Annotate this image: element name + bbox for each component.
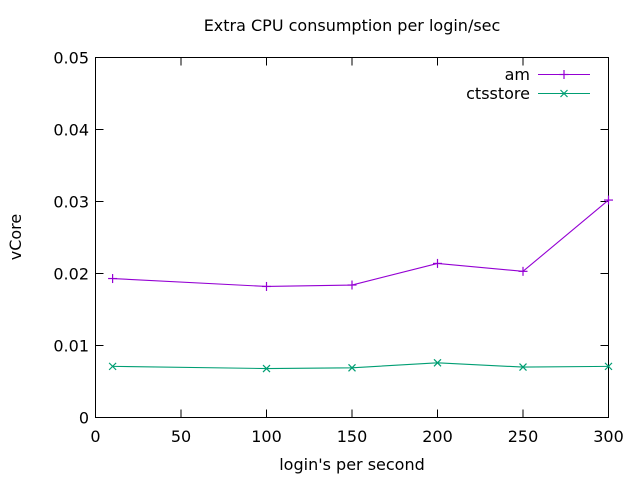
legend-entry-am-label: am — [505, 65, 530, 84]
plot-border — [95, 57, 609, 418]
chart-title: Extra CPU consumption per login/sec — [204, 16, 501, 35]
x-tick-label: 100 — [251, 427, 282, 446]
x-tick-label: 300 — [593, 427, 624, 446]
legend-entry-ctsstore-label: ctsstore — [466, 84, 530, 103]
y-tick-label: 0.02 — [53, 265, 89, 284]
y-tick-label: 0.01 — [53, 337, 89, 356]
x-tick-label: 50 — [171, 427, 191, 446]
series-marker-ctsstore — [108, 362, 117, 371]
x-tick-label: 0 — [90, 427, 100, 446]
series-marker-ctsstore — [519, 363, 527, 372]
y-tick-label: 0.04 — [53, 121, 89, 140]
y-axis-label: vCore — [6, 214, 25, 261]
x-tick-label: 250 — [508, 427, 539, 446]
x-axis-label: login's per second — [279, 455, 425, 474]
y-tick-label: 0.05 — [53, 49, 89, 68]
legend-entry-ctsstore-marker — [560, 89, 568, 98]
series-line-am — [112, 199, 609, 288]
y-tick-label: 0.03 — [53, 193, 89, 212]
series-marker-ctsstore — [433, 358, 442, 367]
y-tick-label: 0 — [79, 409, 89, 428]
series-marker-ctsstore — [604, 362, 613, 371]
x-tick-label: 150 — [337, 427, 368, 446]
series-marker-ctsstore — [262, 364, 271, 373]
series-line-ctsstore — [112, 362, 609, 370]
series-marker-ctsstore — [348, 363, 356, 372]
x-tick-label: 200 — [422, 427, 453, 446]
